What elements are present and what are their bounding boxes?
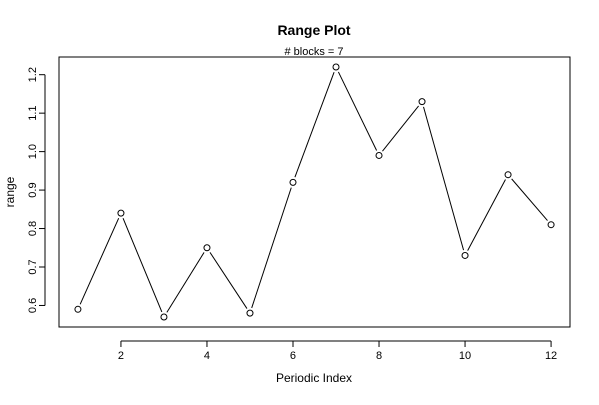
x-tick-label: 6 — [290, 350, 296, 362]
plot-frame — [58, 56, 571, 328]
x-tick-label: 8 — [376, 350, 382, 362]
y-tick-label: 1.2 — [27, 67, 39, 82]
series-line-segment — [122, 218, 163, 313]
x-tick-label: 4 — [204, 350, 210, 362]
series-line-segment — [423, 106, 465, 251]
y-axis: 0.6 0.7 0.8 0.9 1.0 1.1 1.2 — [27, 67, 46, 313]
y-tick-label: 0.9 — [27, 182, 39, 197]
y-tick-label: 1.0 — [27, 144, 39, 159]
data-point — [332, 63, 340, 71]
x-axis-label: Periodic Index — [276, 371, 352, 385]
data-series — [74, 63, 555, 321]
y-tick-label: 1.1 — [27, 106, 39, 121]
data-point — [375, 151, 383, 159]
data-point — [289, 178, 297, 186]
series-line-segment — [467, 179, 506, 251]
y-axis-label: range — [3, 176, 17, 207]
x-axis: 2 4 6 8 10 12 — [118, 340, 557, 362]
x-tick-label: 10 — [459, 350, 471, 362]
y-tick-label: 0.8 — [27, 221, 39, 236]
data-point — [246, 309, 254, 317]
series-line-segment — [294, 71, 335, 178]
data-point — [504, 171, 512, 179]
series-line-segment — [382, 105, 419, 152]
chart-title: Range Plot — [277, 22, 350, 38]
data-point — [547, 221, 555, 229]
data-point — [461, 251, 469, 259]
series-line-segment — [251, 187, 292, 309]
series-line-segment — [209, 252, 248, 309]
x-tick-label: 12 — [545, 350, 557, 362]
x-tick-label: 2 — [118, 350, 124, 362]
y-tick-label: 0.7 — [27, 259, 39, 274]
data-point — [117, 209, 125, 217]
data-point — [74, 305, 82, 313]
data-point — [160, 313, 168, 321]
chart-subtitle: # blocks = 7 — [284, 46, 343, 58]
series-line-segment — [79, 217, 120, 305]
series-line-segment — [337, 71, 378, 151]
y-tick-label: 0.6 — [27, 298, 39, 313]
data-point — [203, 244, 211, 252]
series-line-segment — [511, 178, 548, 221]
series-line-segment — [166, 252, 205, 313]
data-point — [418, 98, 426, 106]
